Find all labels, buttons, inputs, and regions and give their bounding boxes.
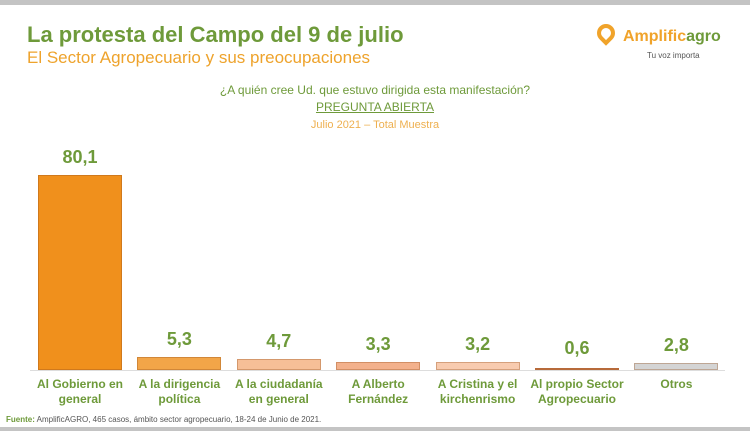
chart-note: Julio 2021 – Total Muestra (310, 119, 440, 131)
data-label: 80,1 (62, 147, 98, 167)
chart-subtitle: PREGUNTA ABIERTA (315, 100, 435, 114)
location-pin-icon (593, 20, 619, 46)
data-label: 4,7 (266, 330, 292, 351)
page-subtitle: El Sector Agropecuario y sus preocupacio… (27, 48, 371, 67)
category-label: A Cristina y el kirchenrismo (437, 377, 518, 406)
data-label: 5,3 (166, 329, 192, 350)
category-label: Otros (660, 377, 693, 391)
logo-name-b: agro (686, 28, 721, 45)
bar (38, 175, 122, 370)
chart-title: ¿A quién cree Ud. que estuvo dirigida es… (219, 83, 531, 97)
bar (236, 358, 321, 370)
category-label: A la ciudadanía en general (235, 377, 323, 406)
data-label: 2,8 (663, 335, 689, 356)
bar (137, 357, 222, 370)
bottom-band (0, 427, 750, 431)
bar (535, 368, 619, 370)
category-label: A Alberto Fernández (348, 377, 409, 406)
data-label: 0,6 (564, 338, 590, 358)
bar (634, 363, 719, 370)
x-axis-line (30, 370, 725, 371)
data-label: 3,2 (465, 334, 491, 355)
top-band (0, 0, 750, 5)
category-label: Al propio Sector Agropecuario (530, 377, 624, 406)
logo-name-a: Amplific (623, 28, 687, 45)
source-label: Fuente: (6, 415, 35, 424)
category-label: Al Gobierno en general (36, 377, 123, 406)
page-title: La protesta del Campo del 9 de julio (27, 22, 404, 47)
bar (336, 361, 421, 370)
source-text: AmplificAGRO, 465 casos, ámbito sector a… (34, 415, 322, 424)
bar (435, 362, 520, 370)
source-note: Fuente: AmplificAGRO, 465 casos, ámbito … (6, 415, 321, 424)
category-label: A la dirigencia política (138, 377, 221, 406)
logo-tagline: Tu voz importa (647, 51, 700, 60)
data-label: 3,3 (365, 333, 391, 354)
